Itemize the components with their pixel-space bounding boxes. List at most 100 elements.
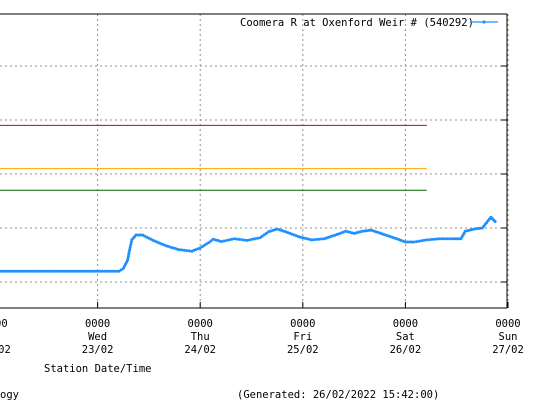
data-point (37, 269, 41, 273)
threshold-lines (0, 124, 427, 191)
data-point (35, 269, 39, 273)
data-point (222, 239, 226, 243)
data-point (51, 269, 55, 273)
x-tick-time-label-4: 0000 (290, 318, 315, 330)
data-point (230, 237, 234, 241)
x-tick-date-label-6: 27/02 (492, 344, 524, 356)
data-point (205, 242, 209, 246)
data-point (403, 240, 407, 244)
data-point (312, 238, 316, 242)
data-point (136, 233, 140, 237)
data-point (128, 248, 132, 252)
x-tick-date-label-5: 26/02 (390, 344, 422, 356)
data-point (14, 269, 18, 273)
data-point (119, 268, 123, 272)
x-tick-time-label-6: 0000 (495, 318, 520, 330)
data-point (7, 269, 11, 273)
data-point (248, 238, 252, 242)
data-point (440, 237, 444, 241)
data-point (445, 237, 449, 241)
data-point (91, 269, 95, 273)
data-point (408, 240, 412, 244)
data-point (253, 237, 257, 241)
data-point (112, 269, 116, 273)
x-tick-time-label-3: 0000 (188, 318, 213, 330)
data-point (9, 269, 13, 273)
data-point (361, 229, 365, 233)
data-point (209, 239, 213, 243)
x-axis-label: Station Date/Time (44, 363, 151, 375)
data-point (406, 240, 409, 244)
data-point (44, 269, 48, 273)
data-point (72, 269, 76, 273)
x-tick-day-label-3: Thu (191, 331, 210, 343)
data-point (415, 240, 418, 244)
data-point (65, 269, 69, 273)
data-point (250, 237, 254, 241)
series-line-1 (0, 216, 496, 272)
data-point (258, 236, 262, 240)
data-point (448, 237, 452, 241)
data-point (79, 269, 83, 273)
data-point (225, 238, 229, 242)
data-point (265, 231, 268, 235)
data-point (430, 237, 434, 241)
data-point (40, 269, 44, 273)
data-point (315, 237, 318, 241)
data-point (84, 269, 88, 273)
data-point (417, 239, 421, 243)
data-point (5, 269, 9, 273)
x-tick-day-label-6: Sun (499, 331, 518, 343)
data-point (245, 238, 249, 242)
data-point (427, 238, 431, 242)
data-point (238, 237, 241, 241)
data-point (134, 233, 138, 237)
data-point (26, 269, 30, 273)
legend: Coomera R at Oxenford Weir # (540292) (240, 17, 498, 29)
data-point (177, 248, 181, 252)
data-point (21, 269, 25, 273)
data-point (200, 245, 204, 249)
data-point (410, 240, 414, 244)
data-point (129, 243, 133, 247)
data-point (422, 238, 426, 242)
data-point (82, 269, 86, 273)
data-point (47, 269, 51, 273)
x-tick-date-label-1: 22/02 (0, 344, 11, 356)
generated-timestamp: (Generated: 26/02/2022 15:42:00) (237, 389, 439, 401)
data-point (96, 269, 100, 273)
data-point (365, 229, 369, 233)
data-point (425, 238, 429, 242)
data-point (227, 238, 231, 242)
x-tick-time-label-1: 0000 (0, 318, 8, 330)
data-point (58, 269, 62, 273)
data-point (420, 239, 424, 243)
data-point (450, 237, 454, 241)
data-point (56, 269, 60, 273)
data-point (455, 237, 459, 241)
data-point (110, 269, 114, 273)
x-tick-day-label-4: Fri (293, 331, 312, 343)
data-point (457, 237, 461, 241)
data-point (412, 240, 416, 244)
data-point (0, 269, 4, 273)
x-tick-date-label-2: 23/02 (82, 344, 114, 356)
data-point (187, 249, 191, 253)
data-point (232, 237, 236, 241)
data-point (138, 233, 142, 237)
data-point (54, 269, 58, 273)
data-point (115, 269, 119, 273)
data-point (75, 269, 79, 273)
data-point (98, 269, 102, 273)
data-point (16, 269, 20, 273)
legend-marker-swatch (482, 20, 486, 24)
x-tick-date-label-3: 24/02 (184, 344, 216, 356)
data-point (128, 245, 132, 249)
data-point (185, 249, 188, 253)
data-point (474, 227, 478, 231)
data-point (129, 240, 133, 244)
data-point (12, 269, 16, 273)
data-point (42, 269, 46, 273)
data-point (63, 269, 67, 273)
data-point (105, 269, 109, 273)
